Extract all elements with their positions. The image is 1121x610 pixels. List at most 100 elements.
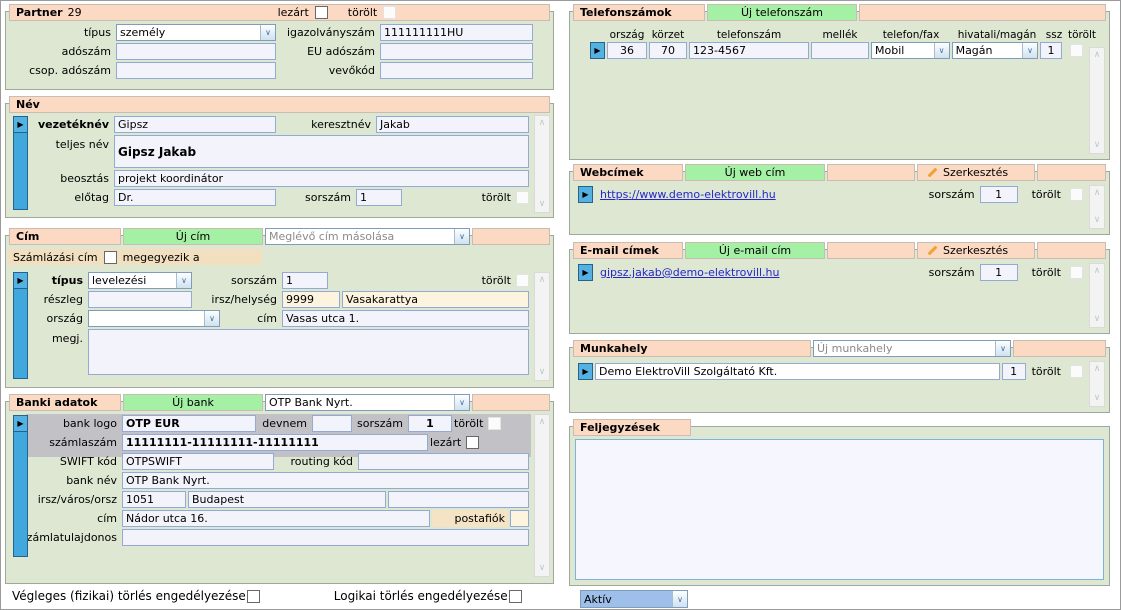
scroll-down-icon[interactable]: ∨ (538, 563, 546, 573)
email-address-link[interactable]: gipsz.jakab@demo-elektrovill.hu (600, 266, 780, 279)
bank-torolt-checkbox[interactable] (488, 417, 502, 430)
first-name-input[interactable]: Jakab (376, 116, 529, 133)
record-marker-icon[interactable]: ▶ (578, 264, 593, 281)
prefix-input[interactable]: Dr. (114, 189, 276, 206)
web-edit-button[interactable]: Szerkesztés (917, 164, 1035, 181)
street-input[interactable]: Vasas utca 1. (282, 310, 529, 327)
record-marker-icon[interactable]: ▶ (13, 415, 28, 432)
record-marker-icon[interactable]: ▶ (13, 272, 28, 289)
partner-lezart-checkbox[interactable] (314, 6, 328, 19)
bank-city-input[interactable]: Budapest (188, 491, 386, 508)
bank-country-input[interactable] (388, 491, 529, 508)
group-tax-number-input[interactable] (116, 62, 276, 79)
scroll-up-icon[interactable]: ∧ (1093, 364, 1101, 374)
record-marker-icon[interactable]: ▶ (590, 42, 605, 59)
email-sequence-input[interactable]: 1 (979, 264, 1018, 281)
area-code-input[interactable]: 70 (649, 42, 687, 59)
bank-logo-input[interactable]: OTP EUR (122, 415, 256, 432)
swift-input[interactable]: OTPSWIFT (122, 453, 274, 470)
record-marker-icon[interactable]: ▶ (13, 116, 28, 133)
department-input[interactable] (88, 291, 192, 308)
partner-torolt-checkbox[interactable] (383, 6, 397, 19)
email-edit-button[interactable]: Szerkesztés (917, 242, 1035, 259)
scroll-down-icon[interactable]: ∨ (1093, 314, 1101, 324)
id-number-input[interactable]: 111111111HU (380, 24, 533, 41)
col-torolt: törölt (1067, 29, 1097, 41)
last-name-input[interactable]: Gipsz (114, 116, 276, 133)
bank-lezart-checkbox[interactable] (466, 436, 480, 449)
phone-torolt-checkbox[interactable] (1070, 44, 1083, 57)
account-owner-input[interactable] (122, 529, 529, 546)
bank-zip-input[interactable]: 1051 (122, 491, 186, 508)
city-input[interactable]: Vasakarattya (342, 291, 529, 308)
currency-input[interactable] (312, 415, 352, 432)
position-input[interactable]: projekt koordinátor (114, 170, 529, 187)
status-select[interactable]: Aktív ∨ (580, 590, 688, 608)
routing-input[interactable] (358, 453, 529, 470)
logical-delete-checkbox[interactable] (508, 589, 522, 603)
country-select[interactable]: ∨ (88, 310, 220, 327)
scroll-up-icon[interactable]: ∧ (1093, 188, 1101, 198)
web-torolt-checkbox[interactable] (1070, 188, 1083, 201)
email-torolt-checkbox[interactable] (1070, 266, 1083, 279)
bank-scrollbar[interactable]: ∧ ∨ (534, 414, 550, 577)
address-torolt-checkbox[interactable] (516, 274, 529, 287)
scroll-up-icon[interactable]: ∧ (538, 118, 546, 128)
new-email-button[interactable]: Új e-mail cím (685, 242, 825, 259)
workplace-torolt-checkbox[interactable] (1070, 365, 1083, 378)
phone-type-select[interactable]: Mobil ∨ (871, 42, 950, 59)
notes-textarea[interactable] (575, 439, 1104, 580)
record-marker-icon[interactable]: ▶ (578, 363, 593, 380)
customer-code-input[interactable] (380, 62, 533, 79)
web-scrollbar[interactable]: ∧ ∨ (1089, 185, 1105, 229)
zip-input[interactable]: 9999 (282, 291, 340, 308)
phone-sequence-input[interactable]: 1 (1040, 42, 1062, 59)
workplace-scrollbar[interactable]: ∧ ∨ (1089, 361, 1105, 407)
address-note-textarea[interactable] (88, 329, 529, 375)
extension-input[interactable] (811, 42, 869, 59)
scroll-up-icon[interactable]: ∧ (1093, 266, 1101, 276)
eu-tax-number-input[interactable] (380, 43, 533, 60)
new-bank-button[interactable]: Új bank (123, 394, 263, 411)
billing-same-checkbox[interactable] (103, 250, 117, 264)
address-sequence-input[interactable]: 1 (282, 272, 328, 289)
bank-name-input[interactable]: OTP Bank Nyrt. (122, 472, 529, 489)
full-name-input[interactable]: Gipsz Jakab (114, 135, 529, 168)
workplace-sequence-input[interactable]: 1 (1001, 363, 1026, 380)
name-torolt-checkbox[interactable] (516, 191, 529, 204)
new-web-button[interactable]: Új web cím (685, 164, 825, 181)
tax-number-input[interactable] (116, 43, 276, 60)
address-type-select[interactable]: levelezési ∨ (88, 272, 192, 289)
po-box-input[interactable] (510, 510, 529, 527)
address-scrollbar[interactable]: ∧ ∨ (534, 272, 550, 381)
country-code-input[interactable]: 36 (607, 42, 647, 59)
scroll-down-icon[interactable]: ∨ (538, 367, 546, 377)
scroll-down-icon[interactable]: ∨ (1093, 393, 1101, 403)
new-address-button[interactable]: Új cím (123, 228, 263, 245)
scroll-up-icon[interactable]: ∧ (1093, 50, 1101, 60)
name-scrollbar[interactable]: ∧ ∨ (534, 115, 550, 213)
new-workplace-select[interactable]: Új munkahely ∨ (813, 340, 1011, 357)
scroll-down-icon[interactable]: ∨ (1093, 215, 1101, 225)
bank-select[interactable]: OTP Bank Nyrt. ∨ (265, 394, 470, 411)
email-scrollbar[interactable]: ∧ ∨ (1089, 263, 1105, 328)
account-number-input[interactable]: 11111111-11111111-11111111 (122, 434, 428, 451)
scroll-down-icon[interactable]: ∨ (1093, 140, 1101, 150)
new-phone-button[interactable]: Új telefonszám (707, 4, 857, 21)
workplace-name-input[interactable]: Demo ElektroVill Szolgáltató Kft. (595, 363, 1000, 380)
bank-sequence-input[interactable]: 1 (408, 415, 452, 432)
physical-delete-checkbox[interactable] (246, 589, 260, 603)
sequence-input[interactable]: 1 (356, 189, 402, 206)
partner-type-select[interactable]: személy ∨ (116, 24, 276, 41)
copy-address-select[interactable]: Meglévő cím másolása ∨ (265, 228, 470, 245)
web-url-link[interactable]: https://www.demo-elektrovill.hu (600, 188, 776, 201)
phone-number-input[interactable]: 123-4567 (689, 42, 809, 59)
scroll-up-icon[interactable]: ∧ (538, 275, 546, 285)
bank-address-input[interactable]: Nádor utca 16. (122, 510, 430, 527)
phone-privacy-select[interactable]: Magán ∨ (951, 42, 1038, 59)
scroll-down-icon[interactable]: ∨ (538, 199, 546, 209)
record-marker-icon[interactable]: ▶ (578, 186, 593, 203)
phone-scrollbar[interactable]: ∧ ∨ (1089, 47, 1105, 154)
web-sequence-input[interactable]: 1 (979, 186, 1018, 203)
scroll-up-icon[interactable]: ∧ (538, 417, 546, 427)
